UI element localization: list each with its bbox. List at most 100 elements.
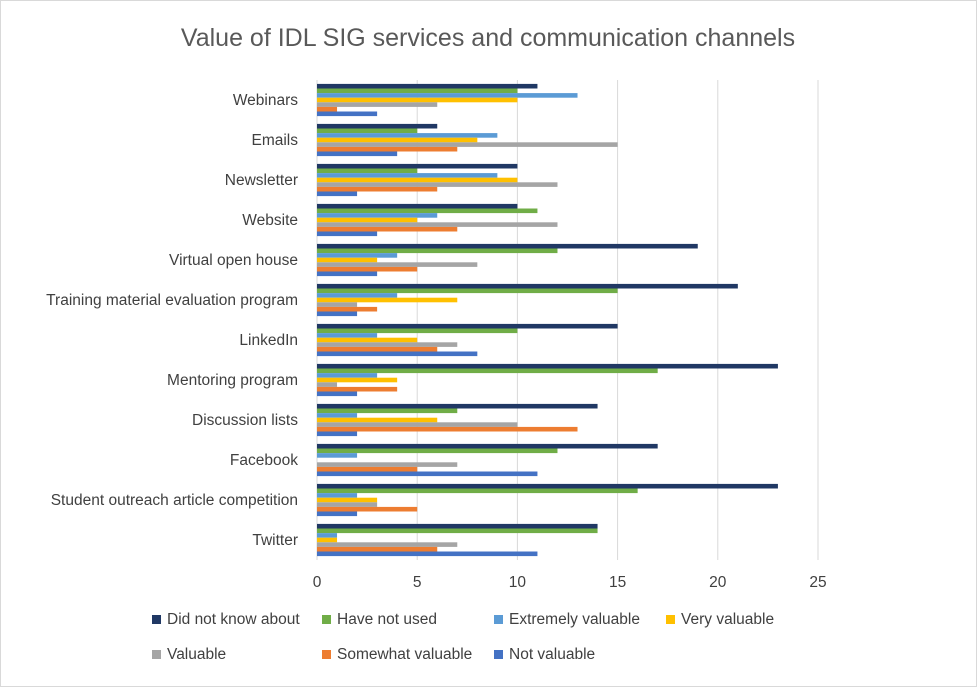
category-label: Website	[242, 212, 298, 229]
bar	[317, 382, 338, 387]
bar	[317, 203, 518, 209]
bar	[317, 342, 458, 347]
x-tick-label: 15	[609, 574, 626, 591]
bar	[317, 111, 378, 117]
legend-label: Extremely valuable	[509, 611, 640, 628]
gridlines	[316, 80, 819, 560]
bar	[317, 497, 378, 503]
bar	[317, 151, 398, 157]
bar	[317, 271, 378, 277]
legend: Did not know about Have not used Extremely…	[152, 611, 774, 663]
bar	[317, 226, 458, 232]
legend-label: Somewhat valuable	[337, 646, 472, 663]
bar	[317, 323, 618, 329]
category-label: Twitter	[252, 532, 298, 549]
bar	[317, 363, 778, 369]
bar	[317, 83, 538, 89]
bar	[317, 422, 518, 427]
category-label: Training material evaluation program	[46, 292, 298, 309]
bar	[317, 443, 658, 449]
category-label: Facebook	[230, 452, 298, 469]
bar	[317, 431, 358, 437]
category-label: Emails	[251, 132, 298, 149]
category-label: Virtual open house	[169, 252, 298, 269]
bar	[317, 182, 558, 187]
bar	[317, 231, 378, 237]
bar	[317, 546, 438, 552]
bar	[317, 448, 558, 454]
bar	[317, 257, 378, 263]
bar	[317, 123, 438, 129]
chart-title: Value of IDL SIG services and communicat…	[181, 24, 795, 52]
legend-swatch	[494, 615, 503, 624]
legend-swatch	[666, 615, 675, 624]
x-axis-tick-labels: 0 5 10 15 20 25	[313, 574, 827, 591]
x-tick-label: 25	[809, 574, 826, 591]
bar	[317, 462, 458, 467]
legend-swatch	[494, 650, 503, 659]
category-label: Discussion lists	[192, 412, 298, 429]
legend-swatch	[152, 615, 161, 624]
bar	[317, 403, 598, 409]
category-label: Webinars	[233, 92, 298, 109]
bar	[317, 333, 378, 338]
bar	[317, 146, 458, 152]
bar	[317, 133, 498, 138]
bar	[317, 306, 378, 312]
category-label: Newsletter	[225, 172, 298, 189]
bar	[317, 168, 418, 174]
bar	[317, 391, 358, 397]
bar	[317, 483, 778, 489]
x-tick-label: 10	[509, 574, 527, 591]
bar	[317, 386, 398, 392]
bar	[317, 177, 518, 183]
bar	[317, 417, 438, 423]
bar	[317, 528, 598, 534]
bar	[317, 93, 578, 98]
bar	[317, 102, 438, 107]
bar	[317, 488, 638, 494]
bar	[317, 186, 438, 192]
legend-label: Valuable	[167, 646, 226, 663]
bar	[317, 506, 418, 512]
bar	[317, 266, 418, 272]
legend-label: Very valuable	[681, 611, 774, 628]
x-tick-label: 0	[313, 574, 322, 591]
bar	[317, 128, 418, 134]
bar	[317, 337, 418, 343]
bar	[317, 311, 358, 317]
bar	[317, 88, 518, 94]
bar	[317, 302, 358, 307]
bar	[317, 346, 438, 352]
legend-label: Not valuable	[509, 646, 595, 663]
bar	[317, 173, 498, 178]
bar	[317, 328, 518, 334]
bar	[317, 106, 338, 112]
bar	[317, 191, 358, 197]
category-label: LinkedIn	[239, 332, 298, 349]
bar	[317, 293, 398, 298]
bar	[317, 137, 478, 143]
bar	[317, 377, 398, 383]
bar	[317, 368, 658, 374]
x-tick-label: 5	[413, 574, 422, 591]
legend-swatch	[322, 615, 331, 624]
bar	[317, 453, 358, 458]
bar	[317, 408, 458, 414]
bar	[317, 502, 378, 507]
bar	[317, 466, 418, 472]
bar	[317, 537, 338, 543]
bar	[317, 208, 538, 214]
legend-swatch	[152, 650, 161, 659]
x-tick-label: 20	[709, 574, 727, 591]
bar	[317, 243, 698, 249]
bar	[317, 222, 558, 227]
legend-label: Have not used	[337, 611, 437, 628]
bar	[317, 297, 458, 303]
category-label: Mentoring program	[167, 372, 298, 389]
bar	[317, 163, 518, 169]
bar	[317, 248, 558, 254]
bar	[317, 262, 478, 267]
